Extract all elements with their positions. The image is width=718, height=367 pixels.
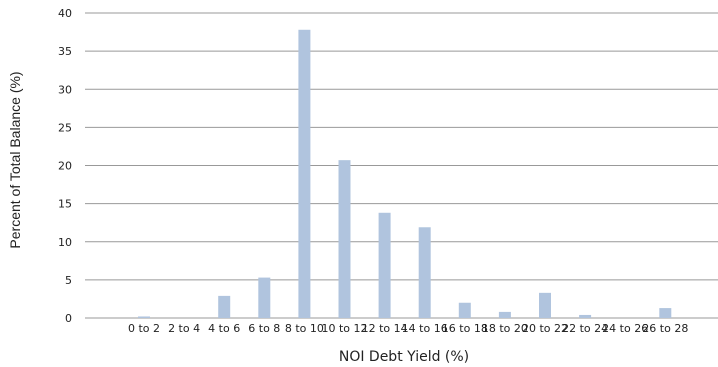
bar-14-to-16	[418, 227, 431, 318]
y-axis-title: Percent of Total Balance (%)	[7, 71, 23, 248]
x-category-label-0-to-2: 0 to 2	[128, 322, 160, 335]
x-category-label-20-to-22: 20 to 22	[522, 322, 568, 335]
x-category-label-18-to-20: 18 to 20	[482, 322, 528, 335]
x-category-label-2-to-4: 2 to 4	[168, 322, 200, 335]
bar-0-to-2	[138, 316, 150, 318]
bar-6-to-8	[258, 277, 271, 318]
x-category-label-8-to-10: 8 to 10	[285, 322, 324, 335]
x-category-label-24-to-26: 24 to 26	[602, 322, 648, 335]
y-tick-label-25: 25	[58, 121, 72, 134]
x-category-label-16-to-18: 16 to 18	[442, 322, 488, 335]
bar-22-to-24	[579, 314, 592, 318]
bar-12-to-14	[378, 212, 391, 318]
y-tick-label-5: 5	[65, 274, 72, 287]
x-category-label-4-to-6: 4 to 6	[208, 322, 240, 335]
x-category-label-14-to-16: 14 to 16	[402, 322, 448, 335]
bar-4-to-6	[218, 295, 231, 318]
bar-26-to-28	[659, 308, 672, 318]
x-category-label-22-to-24: 22 to 24	[562, 322, 608, 335]
y-tick-label-30: 30	[58, 83, 72, 96]
bar-10-to-12	[338, 160, 351, 318]
x-category-label-12-to-14: 12 to 14	[362, 322, 408, 335]
bar-16-to-18	[458, 302, 471, 318]
y-tick-label-0: 0	[65, 312, 72, 325]
gridlines	[85, 12, 718, 319]
bar-8-to-10	[298, 29, 311, 319]
bar-18-to-20	[498, 311, 511, 318]
y-tick-label-15: 15	[58, 198, 72, 211]
y-tick-label-10: 10	[58, 236, 72, 249]
x-category-label-10-to-12: 10 to 12	[321, 322, 367, 335]
bar-20-to-22	[539, 292, 551, 318]
x-axis-title: NOI Debt Yield (%)	[339, 349, 469, 365]
y-tick-label-40: 40	[58, 7, 72, 20]
x-category-label-6-to-8: 6 to 8	[248, 322, 280, 335]
y-tick-label-35: 35	[58, 45, 72, 58]
bars	[138, 29, 672, 319]
x-category-label-26-to-28: 26 to 28	[642, 322, 688, 335]
y-tick-label-20: 20	[58, 160, 72, 173]
y-axis-tick-labels: 0 5 10 15 20 25 30 35 40	[58, 7, 72, 325]
